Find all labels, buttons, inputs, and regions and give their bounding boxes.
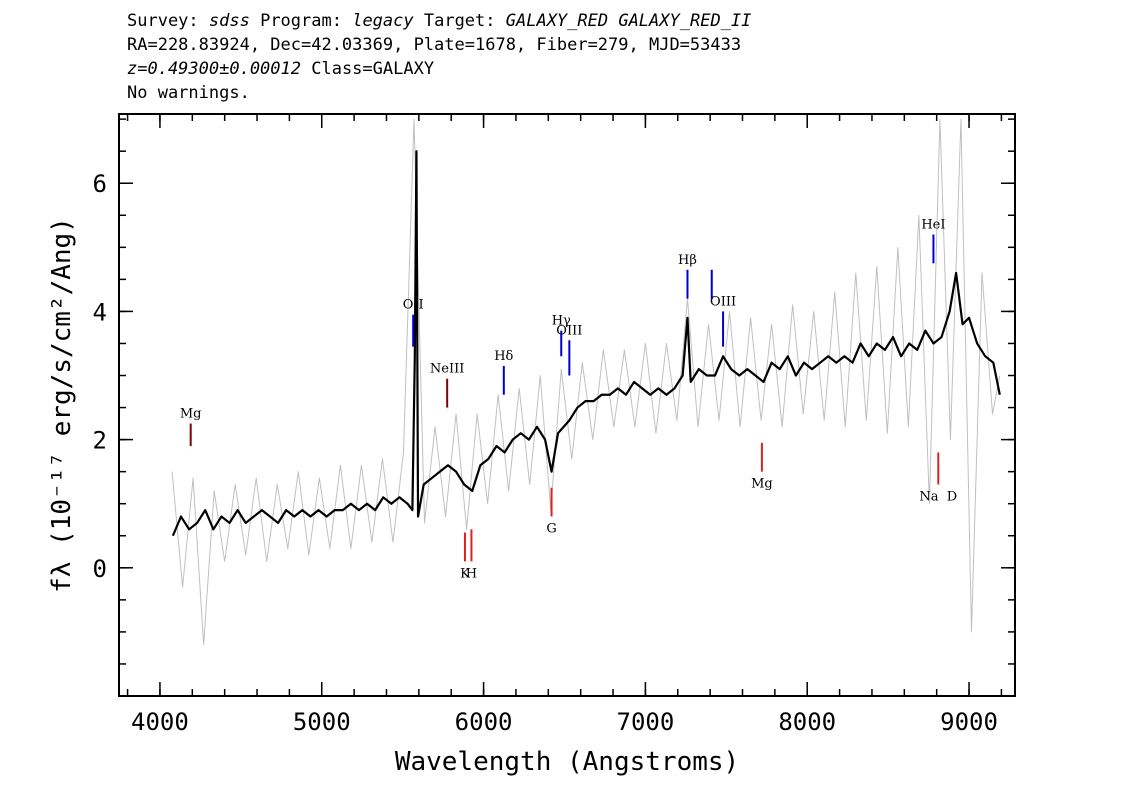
header-text: Program:	[250, 11, 352, 31]
line-label: Hγ	[552, 314, 571, 329]
line-label: OIII	[556, 323, 582, 338]
line-label: Hδ	[494, 349, 513, 364]
line-label: HeI	[921, 218, 945, 233]
header-text: legacy	[352, 11, 414, 31]
header-text: GALAXY_RED GALAXY_RED_II	[506, 11, 752, 31]
plot-area	[171, 118, 1001, 646]
y-tick-label: 2	[93, 427, 107, 455]
line-label: OIII	[710, 294, 736, 309]
line-label: G	[546, 522, 556, 537]
line-label: K	[460, 566, 470, 581]
line-label: Na D	[919, 489, 957, 504]
spectrum-line	[171, 150, 1001, 537]
x-tick-label: 9000	[940, 708, 998, 736]
plot-frame	[118, 113, 1016, 697]
header-text: sdss	[209, 11, 250, 31]
y-tick-label: 0	[93, 555, 107, 583]
header-line: Survey: sdss Program: legacy Target: GAL…	[127, 11, 751, 31]
axes: 4000 5000 6000 7000 8000 9000 0 2 4 6 Mg OII NeIII Hδ…	[93, 114, 1015, 736]
header: Survey: sdss Program: legacy Target: GAL…	[127, 11, 751, 103]
header-text: Target:	[414, 11, 506, 31]
header-line: No warnings.	[127, 83, 250, 103]
header-line: z=0.49300±0.00012 Class=GALAXY	[127, 59, 434, 79]
header-text: RA=228.83924, Dec=42.03369, Plate=1678, …	[127, 35, 741, 55]
header-text: Survey:	[127, 11, 209, 31]
header-text: No warnings.	[127, 83, 250, 103]
x-tick-label: 8000	[778, 708, 836, 736]
header-text: z=0.49300±0.00012	[127, 59, 301, 79]
header-text: Class=GALAXY	[301, 59, 434, 79]
line-label: OII	[403, 298, 424, 313]
spectrum-line	[171, 118, 1001, 646]
y-axis-label: fλ (10⁻¹⁷ erg/s/cm²/Ang)	[47, 217, 77, 593]
line-label: H	[466, 566, 477, 581]
x-tick-label: 6000	[455, 708, 513, 736]
x-axis-label: Wavelength (Angstroms)	[395, 747, 739, 777]
x-tick-label: 4000	[131, 708, 189, 736]
line-label: Mg	[180, 407, 202, 422]
line-label: NeIII	[430, 362, 464, 377]
x-tick-label: 7000	[617, 708, 675, 736]
y-tick-label: 4	[93, 298, 107, 326]
y-tick-label: 6	[93, 170, 107, 198]
line-label: Mg	[751, 477, 773, 492]
x-tick-label: 5000	[293, 708, 351, 736]
header-line: RA=228.83924, Dec=42.03369, Plate=1678, …	[127, 35, 741, 55]
line-label: Hβ	[678, 253, 697, 268]
